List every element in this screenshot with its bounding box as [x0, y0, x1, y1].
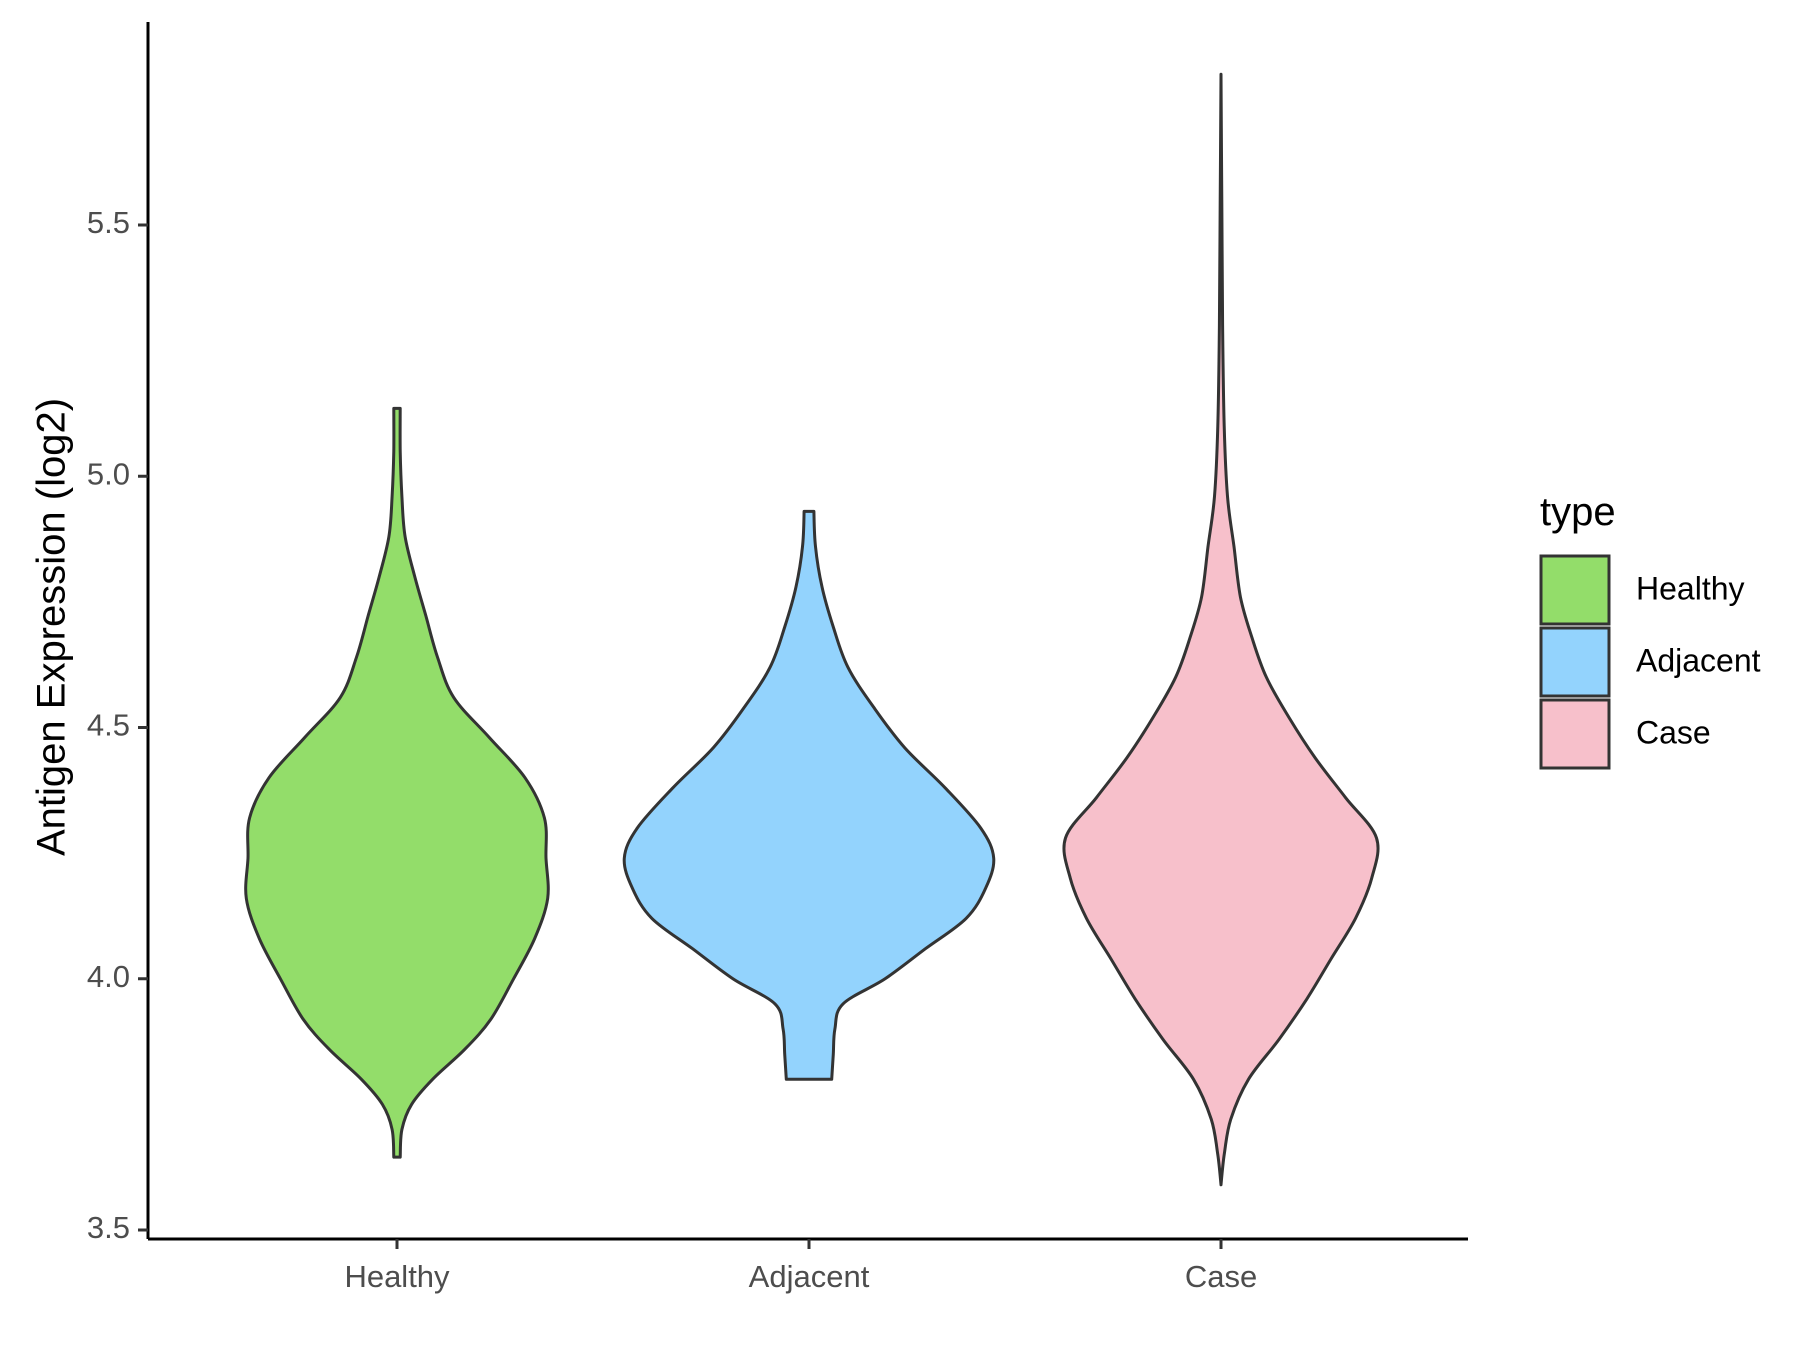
x-tick-label: Case — [1185, 1259, 1257, 1294]
violin-adjacent — [622, 509, 996, 1081]
y-tick-label: 4.0 — [87, 959, 130, 994]
y-axis-title: Antigen Expression (log2) — [30, 398, 74, 856]
legend-swatch-adjacent — [1539, 626, 1611, 698]
x-tick-label: Healthy — [344, 1259, 450, 1294]
legend: type Healthy Adjacent Case — [1539, 490, 1761, 770]
y-tick-label: 5.5 — [87, 205, 130, 240]
legend-swatch-case — [1539, 698, 1611, 770]
legend-title: type — [1540, 490, 1616, 534]
violin-case — [1062, 72, 1380, 1187]
y-tick-label: 5.0 — [87, 456, 130, 491]
x-ticks: Healthy Adjacent Case — [344, 1239, 1257, 1294]
legend-label-adjacent: Adjacent — [1636, 642, 1761, 678]
y-tick-label: 4.5 — [87, 708, 130, 743]
violins-layer — [244, 72, 1380, 1187]
y-tick-label: 3.5 — [87, 1210, 130, 1245]
x-tick-label: Adjacent — [749, 1259, 870, 1294]
legend-entries: Healthy Adjacent Case — [1539, 554, 1761, 770]
legend-label-healthy: Healthy — [1636, 570, 1745, 606]
legend-swatch-healthy — [1539, 554, 1611, 626]
legend-label-case: Case — [1636, 714, 1711, 750]
y-ticks: 3.5 4.0 4.5 5.0 5.5 — [87, 205, 148, 1245]
violin-healthy — [244, 406, 550, 1159]
